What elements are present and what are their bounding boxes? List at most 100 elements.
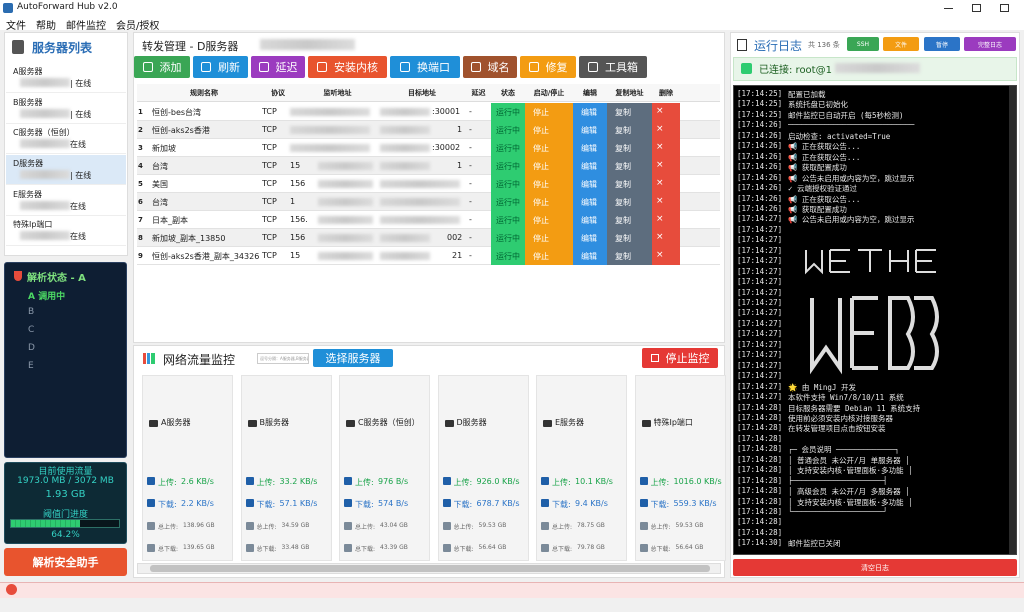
edit-button[interactable]: 编辑	[573, 247, 607, 265]
toolbar-button[interactable]: 工具箱	[579, 56, 647, 78]
edit-button[interactable]: 编辑	[573, 139, 607, 157]
copy-button[interactable]: 复制	[607, 247, 652, 265]
copy-button[interactable]: 复制	[607, 157, 652, 175]
log-text: 📢 正在获取公告...	[788, 194, 861, 204]
delay: -	[469, 179, 472, 188]
window-control[interactable]	[972, 4, 981, 12]
status-cell: 运行中	[491, 229, 525, 247]
toggle-label: 停止	[533, 126, 549, 135]
delete-button[interactable]: ×	[652, 175, 680, 193]
assistant-button[interactable]: 解析安全助手	[4, 548, 127, 576]
up-label: 上传:	[256, 478, 276, 487]
blurred-host	[20, 201, 70, 210]
toggle-button[interactable]: 停止	[525, 247, 573, 265]
blurred-target	[380, 126, 430, 134]
toolbar-button[interactable]: 添加	[134, 56, 190, 78]
toolbar-button[interactable]: 延迟	[251, 56, 305, 78]
server-card-icon	[641, 420, 651, 427]
log-time: [17:14:27]	[737, 277, 783, 287]
log-text: 系统托盘已初始化	[788, 100, 848, 110]
menu-item[interactable]: 邮件监控	[66, 21, 106, 32]
edit-button[interactable]: 编辑	[573, 211, 607, 229]
select-server-button[interactable]: 选择服务器	[313, 349, 393, 367]
edit-button[interactable]: 编辑	[573, 175, 607, 193]
log-button[interactable]: 文件	[883, 37, 919, 51]
delete-button[interactable]: ×	[652, 211, 680, 229]
log-button[interactable]: 暂停	[924, 37, 960, 51]
toolbar-button[interactable]: 安装内核	[308, 56, 387, 78]
status-bar	[0, 582, 1024, 598]
toggle-button[interactable]: 停止	[525, 121, 573, 139]
blurred-host	[20, 109, 70, 118]
toolbar-button[interactable]: 刷新	[193, 56, 248, 78]
server-item[interactable]: A服务器 | 在线	[6, 63, 126, 93]
copy-button[interactable]: 复制	[607, 175, 652, 193]
window-control[interactable]	[944, 4, 953, 9]
toolbar-label: 刷新	[218, 61, 240, 74]
progress-bar	[11, 520, 81, 527]
down-icon	[541, 499, 549, 507]
toggle-button[interactable]: 停止	[525, 175, 573, 193]
log-time: [17:14:27]	[737, 214, 783, 224]
edit-button[interactable]: 编辑	[573, 193, 607, 211]
log-time: [17:14:28]	[737, 486, 783, 496]
server-item[interactable]: D服务器 | 在线	[6, 155, 126, 185]
toggle-button[interactable]: 停止	[525, 229, 573, 247]
clear-log-button[interactable]: 清空日志	[733, 559, 1017, 576]
toolbar-button[interactable]: 域名	[463, 56, 517, 78]
toggle-button[interactable]: 停止	[525, 157, 573, 175]
log-text: 配置已加载	[788, 90, 826, 99]
delete-button[interactable]: ×	[652, 157, 680, 175]
server-status: | 在线	[70, 79, 92, 88]
toolbar-button[interactable]: 修复	[520, 56, 576, 78]
server-name: D服务器	[13, 159, 44, 168]
copy-button[interactable]: 复制	[607, 121, 652, 139]
log-time: [17:14:28]	[737, 517, 783, 527]
toolbar-button[interactable]: 换端口	[390, 56, 460, 78]
menu-item[interactable]: 帮助	[36, 21, 56, 32]
parse-item: A 调用中	[28, 292, 66, 302]
edit-button[interactable]: 编辑	[573, 103, 607, 121]
stop-monitor-button[interactable]: 停止监控	[642, 348, 718, 368]
filter-input[interactable]: 逗号分隔：A服务器,B服务器	[257, 353, 309, 364]
server-item[interactable]: E服务器 在线	[6, 186, 126, 216]
edit-button[interactable]: 编辑	[573, 121, 607, 139]
blurred-target	[380, 162, 430, 170]
delay: -	[469, 215, 472, 224]
toggle-button[interactable]: 停止	[525, 103, 573, 121]
toggle-button[interactable]: 停止	[525, 211, 573, 229]
delete-button[interactable]: ×	[652, 247, 680, 265]
parse-icon	[14, 271, 22, 281]
copy-button[interactable]: 复制	[607, 229, 652, 247]
copy-button[interactable]: 复制	[607, 103, 652, 121]
edit-button[interactable]: 编辑	[573, 157, 607, 175]
edit-button[interactable]: 编辑	[573, 229, 607, 247]
copy-button[interactable]: 复制	[607, 139, 652, 157]
server-item[interactable]: C服务器（恒创） 在线	[6, 124, 126, 154]
menu-item[interactable]: 会员/授权	[116, 21, 160, 32]
total_up-value: 59.53 GB	[675, 522, 704, 529]
delete-button[interactable]: ×	[652, 103, 680, 121]
delete-button[interactable]: ×	[652, 121, 680, 139]
log-button[interactable]: 完整日志	[964, 37, 1016, 51]
delete-button[interactable]: ×	[652, 229, 680, 247]
toggle-button[interactable]: 停止	[525, 139, 573, 157]
log-time: [17:14:27]	[737, 287, 783, 297]
server-item[interactable]: 特殊Ip端口 在线	[6, 216, 126, 246]
column-header: 监听地址	[323, 89, 352, 97]
delete-button[interactable]: ×	[652, 193, 680, 211]
menu-item[interactable]: 文件	[6, 21, 26, 32]
delay: -	[469, 143, 472, 152]
log-time: [17:14:26]	[737, 172, 783, 182]
log-time: [17:14:27]	[737, 245, 783, 255]
window-control[interactable]	[1000, 4, 1009, 12]
toggle-button[interactable]: 停止	[525, 193, 573, 211]
column-header: 删除	[659, 89, 673, 97]
copy-button[interactable]: 复制	[607, 193, 652, 211]
log-button[interactable]: SSH	[847, 37, 879, 51]
copy-button[interactable]: 复制	[607, 211, 652, 229]
delete-button[interactable]: ×	[652, 139, 680, 157]
server-item[interactable]: B服务器 | 在线	[6, 94, 126, 124]
toolbar-label: 修复	[545, 61, 568, 74]
parse-title: 解析状态 - A	[27, 273, 86, 284]
